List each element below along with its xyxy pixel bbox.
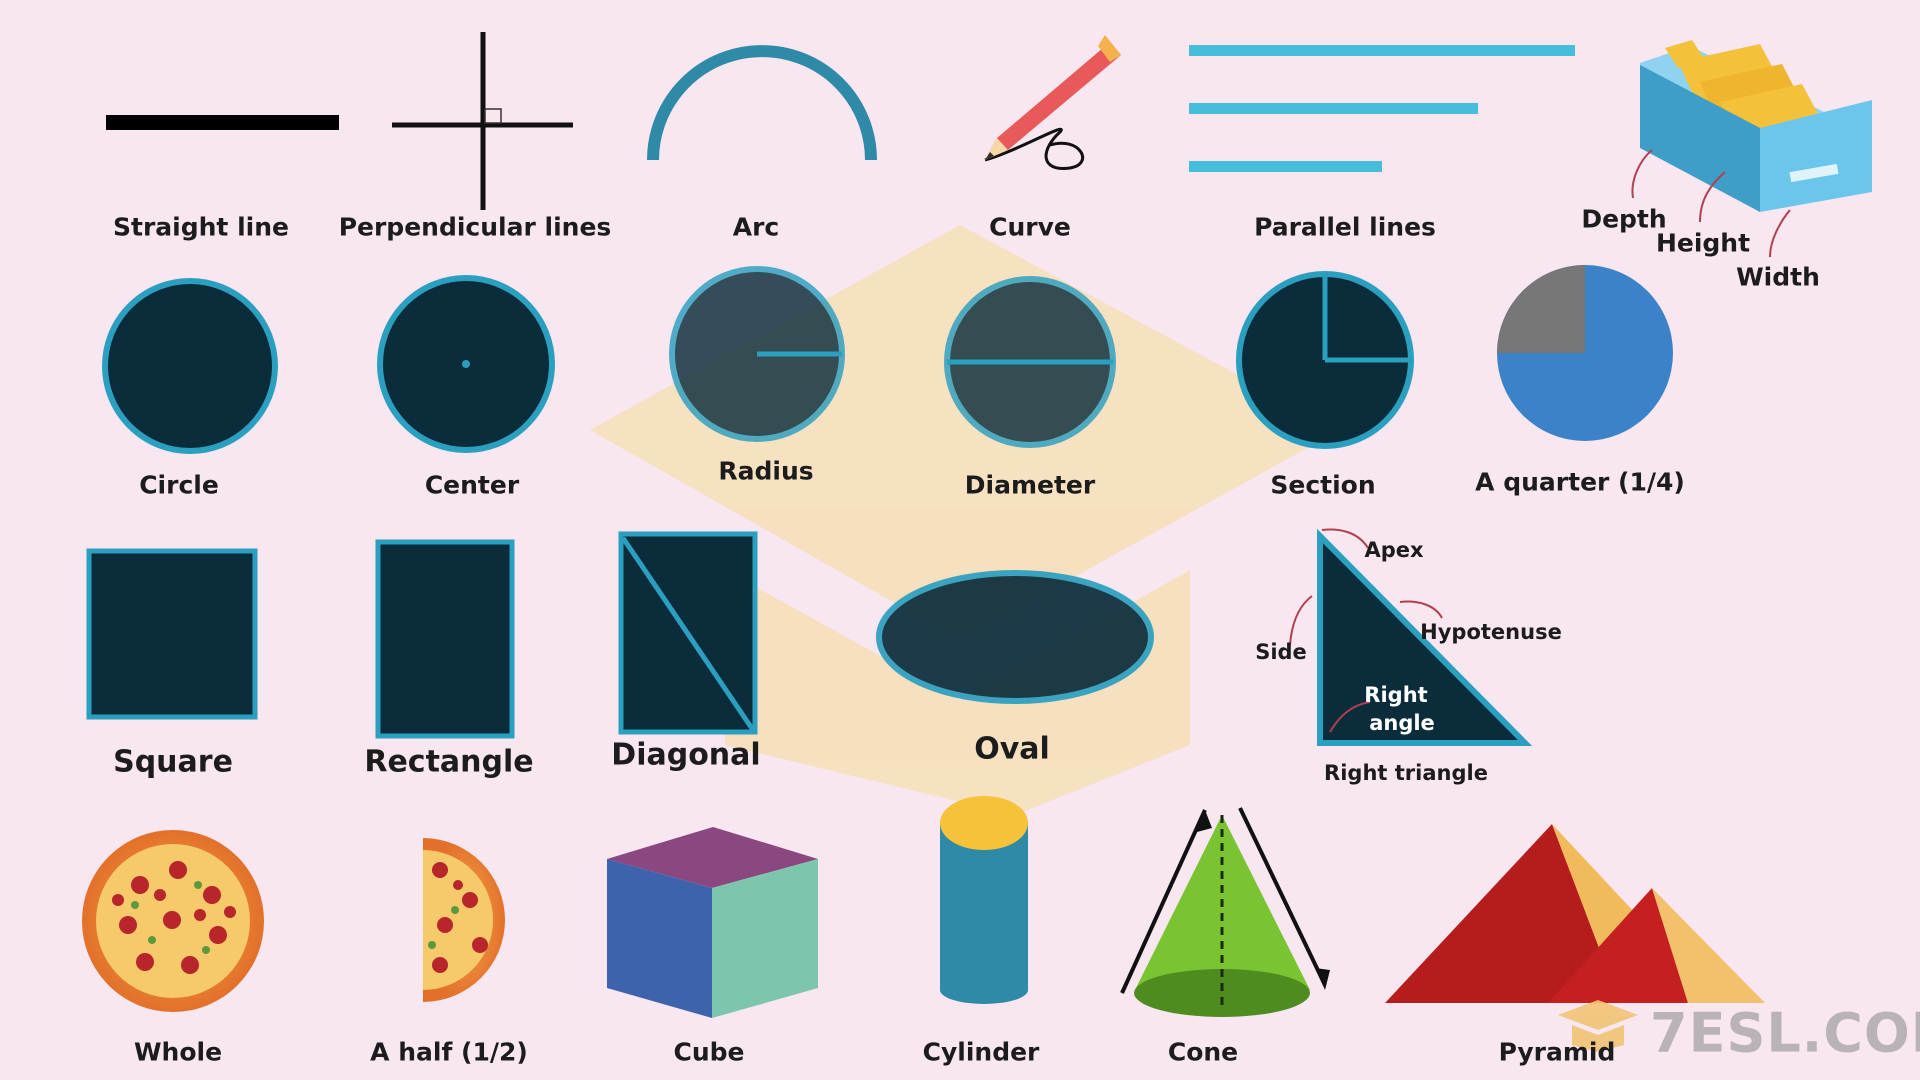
radius-shape (669, 266, 845, 442)
square-shape (86, 548, 258, 720)
cone-label: Cone (1167, 1037, 1239, 1067)
rectangle-shape (375, 539, 515, 739)
diagonal-label: Diagonal (611, 737, 761, 773)
half-pizza-icon (423, 838, 505, 1002)
right-angle-label-line1: Right (1364, 683, 1428, 707)
diameter-label: Diameter (964, 470, 1096, 500)
straight-line-label: Straight line (113, 212, 289, 242)
diameter-shape (944, 276, 1116, 448)
file-drawer-icon (1640, 40, 1872, 212)
arc-shape (647, 45, 877, 161)
7esl-logo: 7ESL.COM (1650, 1001, 1920, 1065)
cone-shape (1120, 807, 1330, 1017)
oval-shape (876, 570, 1154, 704)
perpendicular-lines-shape (392, 32, 573, 210)
cube-shape (607, 827, 818, 1018)
diagonal-shape (618, 531, 758, 735)
pencil-curve-icon (984, 35, 1121, 170)
parallel-lines-shape (1189, 45, 1575, 172)
oval-label: Oval (974, 731, 1050, 767)
pyramid-label: Pyramid (1498, 1037, 1616, 1067)
cylinder-shape (940, 796, 1028, 1004)
radius-label: Radius (718, 456, 814, 486)
half-label: A half (1/2) (370, 1037, 528, 1067)
depth-label: Depth (1581, 204, 1667, 234)
height-label: Height (1655, 228, 1751, 258)
quarter-pie-shape (1497, 265, 1673, 441)
pyramid-shape (1385, 824, 1765, 1003)
center-label: Center (424, 470, 520, 500)
right-triangle-shape (1317, 528, 1533, 746)
apex-label: Apex (1364, 538, 1424, 562)
arc-label: Arc (732, 212, 780, 242)
center-shape (377, 275, 555, 453)
cube-label: Cube (673, 1037, 745, 1067)
right-triangle-label: Right triangle (1324, 761, 1488, 785)
circle-shape (102, 278, 278, 454)
square-label: Square (113, 744, 233, 780)
rectangle-label: Rectangle (364, 744, 534, 780)
section-shape (1236, 271, 1414, 449)
7esl-logo-cap-icon (1558, 1000, 1638, 1052)
side-label: Side (1255, 640, 1307, 664)
whole-label: Whole (133, 1037, 223, 1067)
right-angle-label-line2: angle (1369, 711, 1435, 735)
quarter-label: A quarter (1/4) (1475, 467, 1685, 497)
hypotenuse-label: Hypotenuse (1420, 620, 1562, 644)
curve-label: Curve (989, 212, 1071, 242)
whole-pizza-icon (82, 830, 264, 1012)
section-label: Section (1270, 470, 1376, 500)
width-label: Width (1736, 262, 1820, 292)
perpendicular-lines-label: Perpendicular lines (338, 212, 612, 242)
drawer-arrows (1631, 149, 1791, 258)
parallel-lines-label: Parallel lines (1254, 212, 1436, 242)
circle-label: Circle (139, 470, 219, 500)
straight-line-shape (106, 115, 339, 130)
triangle-arrows (1289, 528, 1443, 733)
cylinder-label: Cylinder (922, 1037, 1040, 1067)
